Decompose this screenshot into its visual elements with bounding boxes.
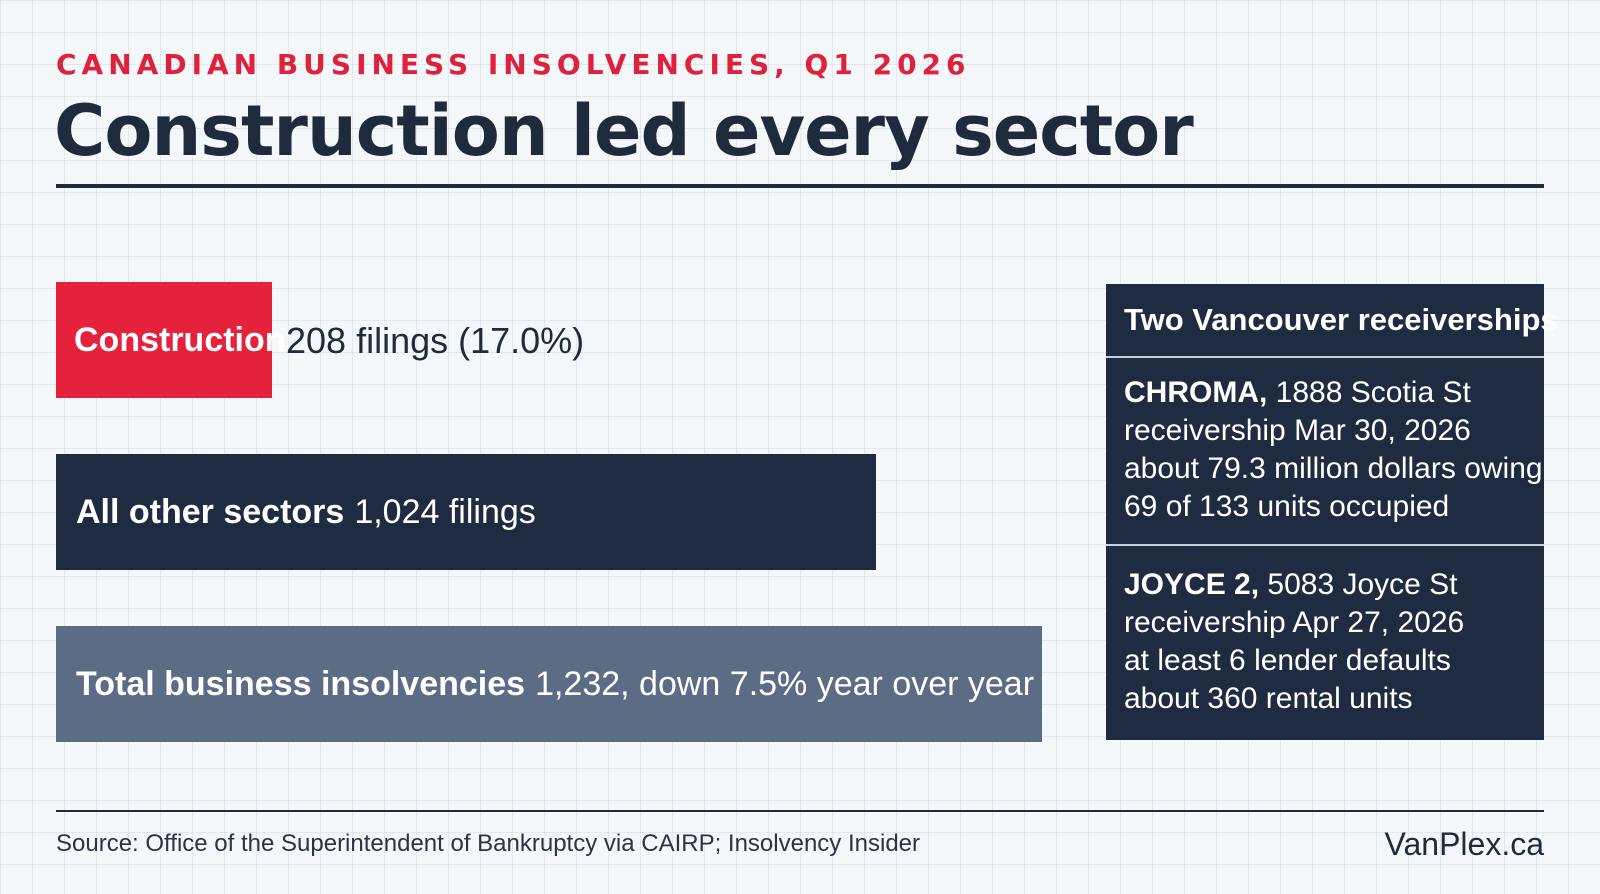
receivership-detail: about 360 rental units: [1124, 682, 1413, 715]
chart-title: Construction led every sector: [54, 90, 1194, 172]
receiverships-panel-title: Two Vancouver receiverships: [1106, 284, 1558, 358]
receiverships-panel: Two Vancouver receiverships CHROMA, 1888…: [1106, 284, 1558, 740]
receivership-name: JOYCE 2,: [1124, 568, 1260, 601]
receivership-address: 1888 Scotia St: [1275, 376, 1471, 409]
receivership-name: CHROMA,: [1124, 376, 1268, 409]
receivership-detail: receivership Apr 27, 2026: [1124, 606, 1465, 639]
bar-label-total: Total business insolvencies: [76, 664, 526, 703]
receivership-address: 5083 Joyce St: [1267, 568, 1458, 601]
bar-value-construction: 208 filings (17.0%): [286, 320, 585, 361]
receivership-detail: receivership Mar 30, 2026: [1124, 414, 1471, 447]
brand-logo-text: VanPlex.ca: [1384, 826, 1545, 862]
bar-total: Total business insolvencies 1,232, down …: [56, 626, 1042, 742]
title-divider: [56, 184, 1544, 188]
receivership-heading: CHROMA, 1888 Scotia St: [1124, 374, 1526, 412]
receivership-item-chroma: CHROMA, 1888 Scotia St receivership Mar …: [1106, 358, 1544, 526]
bar-value-total: 1,232, down 7.5% year over year: [535, 664, 1035, 703]
receivership-heading: JOYCE 2, 5083 Joyce St: [1124, 566, 1526, 604]
receivership-detail: 69 of 133 units occupied: [1124, 490, 1450, 523]
bar-label-all-other-sectors: All other sectors: [76, 492, 345, 531]
chart-kicker: CANADIAN BUSINESS INSOLVENCIES, Q1 2026: [56, 48, 971, 81]
bar-label-construction: Construction: [74, 320, 286, 359]
receivership-detail: about 79.3 million dollars owing: [1124, 452, 1543, 485]
bar-construction: Construction: [56, 282, 286, 398]
bar-all-other-sectors: All other sectors 1,024 filings: [56, 454, 876, 570]
receivership-detail: at least 6 lender defaults: [1124, 644, 1451, 677]
receivership-item-joyce: JOYCE 2, 5083 Joyce St receivership Apr …: [1106, 544, 1544, 718]
bar-value-all-other-sectors: 1,024 filings: [354, 492, 536, 531]
footer-divider: [56, 810, 1544, 812]
source-note: Source: Office of the Superintendent of …: [56, 830, 921, 857]
